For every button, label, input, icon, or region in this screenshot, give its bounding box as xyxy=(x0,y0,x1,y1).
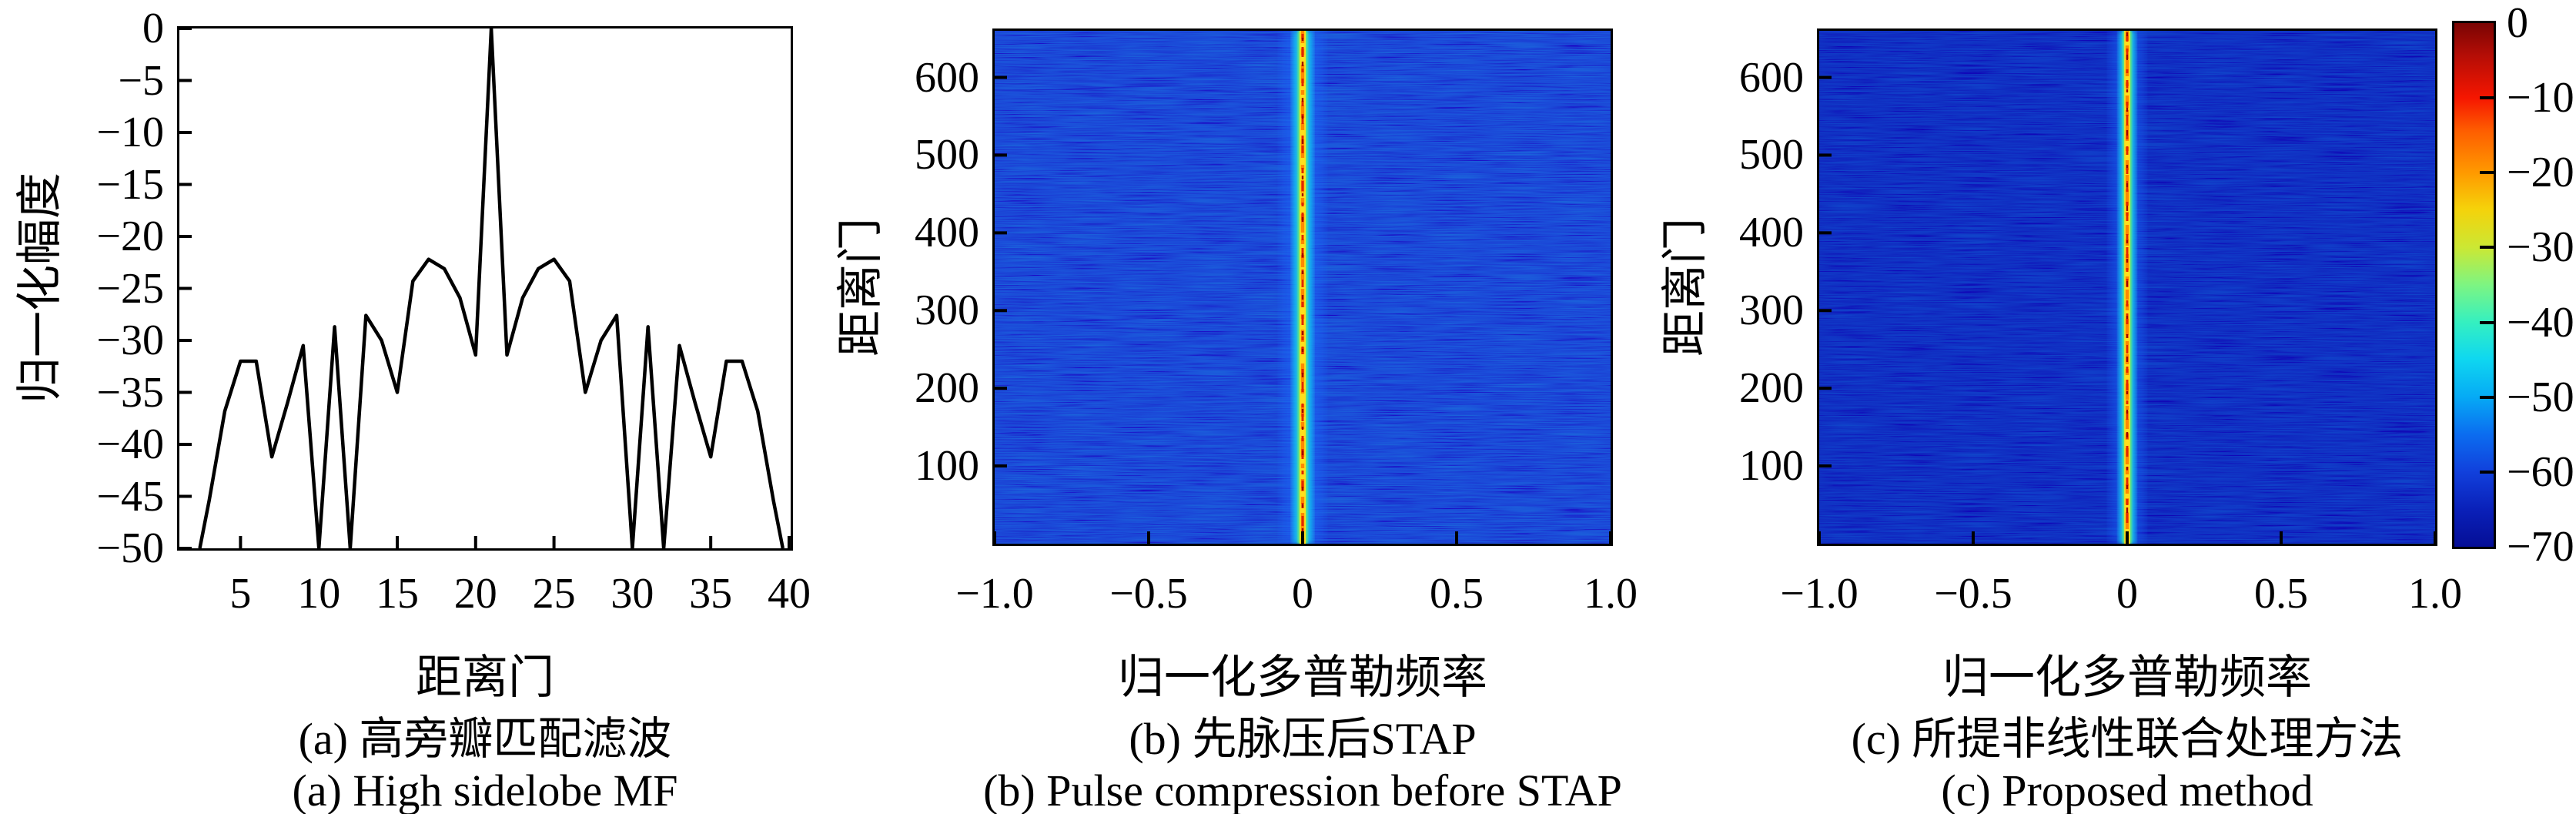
colorbar-tick-mark xyxy=(2480,246,2494,250)
panel-c-xtick-label: −1.0 xyxy=(1780,570,1858,618)
panel-b-caption-chinese: (b) 先脉压后STAP xyxy=(1129,714,1477,764)
panel-b-xtick-label: −0.5 xyxy=(1109,570,1188,618)
panel-a-xtick-label: 35 xyxy=(689,570,733,618)
panel-c-x-axis-label: 归一化多普勒频率 xyxy=(1942,652,2312,703)
panel-c-y-axis-label: 距离门 xyxy=(1660,218,1711,357)
panel-a-tick-marks xyxy=(179,28,791,548)
colorbar-tick-mark xyxy=(2480,395,2494,399)
panel-a-ytick-label: −15 xyxy=(96,160,164,209)
panel-b-x-axis-label: 归一化多普勒频率 xyxy=(1118,652,1487,703)
panel-c-ytick-label: 600 xyxy=(1739,53,1804,102)
panel-a-ytick-label: −25 xyxy=(96,264,164,313)
panel-b-ytick-label: 300 xyxy=(915,286,979,335)
colorbar-tick-label: 0 xyxy=(2507,0,2528,47)
colorbar-tick-label: −20 xyxy=(2507,149,2574,197)
panel-c-tick-marks xyxy=(1819,75,2435,544)
colorbar xyxy=(2452,21,2496,549)
panel-a-line-chart xyxy=(179,28,791,548)
panel-a-xtick-label: 40 xyxy=(767,570,811,618)
panel-b-xtick-label: 0.5 xyxy=(1430,570,1484,618)
panel-b-ytick-label: 200 xyxy=(915,364,979,413)
panel-b-ytick-label: 500 xyxy=(915,131,979,179)
panel-c-xtick-label: 0.5 xyxy=(2254,570,2308,618)
panel-c-ytick-label: 100 xyxy=(1739,442,1804,491)
panel-a-xtick-label: 5 xyxy=(229,570,252,618)
panel-a-caption-english: (a) High sidelobe MF xyxy=(292,765,678,814)
panel-b-target-ridge xyxy=(1282,31,1323,544)
panel-c-ytick-label: 300 xyxy=(1739,286,1804,335)
panel-b-caption-english: (b) Pulse compression before STAP xyxy=(983,765,1622,814)
panel-c-xtick-label: 1.0 xyxy=(2408,570,2462,618)
panel-a-ytick-label: −10 xyxy=(96,109,164,156)
panel-b-ytick-label: 400 xyxy=(915,209,979,257)
panel-a-ytick-label: 0 xyxy=(142,5,164,52)
panel-c-target-ridge xyxy=(2110,31,2144,544)
panel-a-xtick-label: 10 xyxy=(297,570,341,618)
panel-a-ytick-label: −30 xyxy=(96,317,164,364)
panel-c-ytick-label: 500 xyxy=(1739,131,1804,179)
panel-c-ytick-label: 400 xyxy=(1739,209,1804,257)
panel-b-xtick-label: 0 xyxy=(1292,570,1313,618)
colorbar-tick-label: −30 xyxy=(2507,223,2574,272)
panel-b-tick-marks xyxy=(995,75,1611,544)
panel-a-ytick-label: −40 xyxy=(96,420,164,468)
colorbar-tick-label: −10 xyxy=(2507,74,2574,122)
colorbar-tick-label: −40 xyxy=(2507,298,2574,347)
colorbar-tick-label: −60 xyxy=(2507,447,2574,496)
panel-a-ytick-label: −20 xyxy=(96,213,164,260)
panel-b-heatmap xyxy=(995,31,1611,544)
panel-c-ytick-label: 200 xyxy=(1739,364,1804,413)
panel-c-caption-english: (c) Proposed method xyxy=(1941,765,2313,814)
panel-c-heatmap-area xyxy=(1817,28,2437,546)
panel-b-xtick-label: −1.0 xyxy=(955,570,1034,618)
panel-b-ytick-label: 600 xyxy=(915,53,979,102)
colorbar-tick-mark xyxy=(2480,96,2494,100)
panel-b-heatmap-area xyxy=(992,28,1613,546)
colorbar-tick-mark xyxy=(2480,320,2494,324)
colorbar-gradient xyxy=(2454,23,2494,547)
panel-a-caption-chinese: (a) 高旁瓣匹配滤波 xyxy=(298,714,672,764)
colorbar-tick-mark xyxy=(2480,171,2494,175)
panel-a-ytick-label: −5 xyxy=(118,56,164,105)
matched-filter-curve xyxy=(198,28,785,548)
panel-c-xtick-label: −0.5 xyxy=(1934,570,2012,618)
colorbar-tick-mark xyxy=(2480,470,2494,474)
panel-a-xtick-label: 15 xyxy=(375,570,419,618)
panel-a-ytick-label: −45 xyxy=(96,472,164,521)
panel-a-xtick-label: 25 xyxy=(532,570,576,618)
panel-a-x-axis-label: 距离门 xyxy=(416,652,554,703)
panel-c-heatmap xyxy=(1819,31,2435,544)
panel-c-xtick-label: 0 xyxy=(2116,570,2138,618)
panel-b-xtick-label: 1.0 xyxy=(1584,570,1638,618)
panel-a-ytick-label: −35 xyxy=(96,368,164,417)
panel-a-plot-area xyxy=(177,26,793,551)
colorbar-tick-label: −50 xyxy=(2507,373,2574,421)
panel-a-xtick-label: 20 xyxy=(453,570,497,618)
colorbar-tick-label: −70 xyxy=(2507,523,2574,571)
panel-b-y-axis-label: 距离门 xyxy=(835,218,886,357)
panel-b-ytick-label: 100 xyxy=(915,442,979,491)
panel-a-ytick-label: −50 xyxy=(96,524,164,572)
panel-c-caption-chinese: (c) 所提非线性联合处理方法 xyxy=(1851,714,2404,764)
panel-a-y-axis-label: 归一化幅度 xyxy=(15,173,65,404)
panel-a-xtick-label: 30 xyxy=(611,570,654,618)
